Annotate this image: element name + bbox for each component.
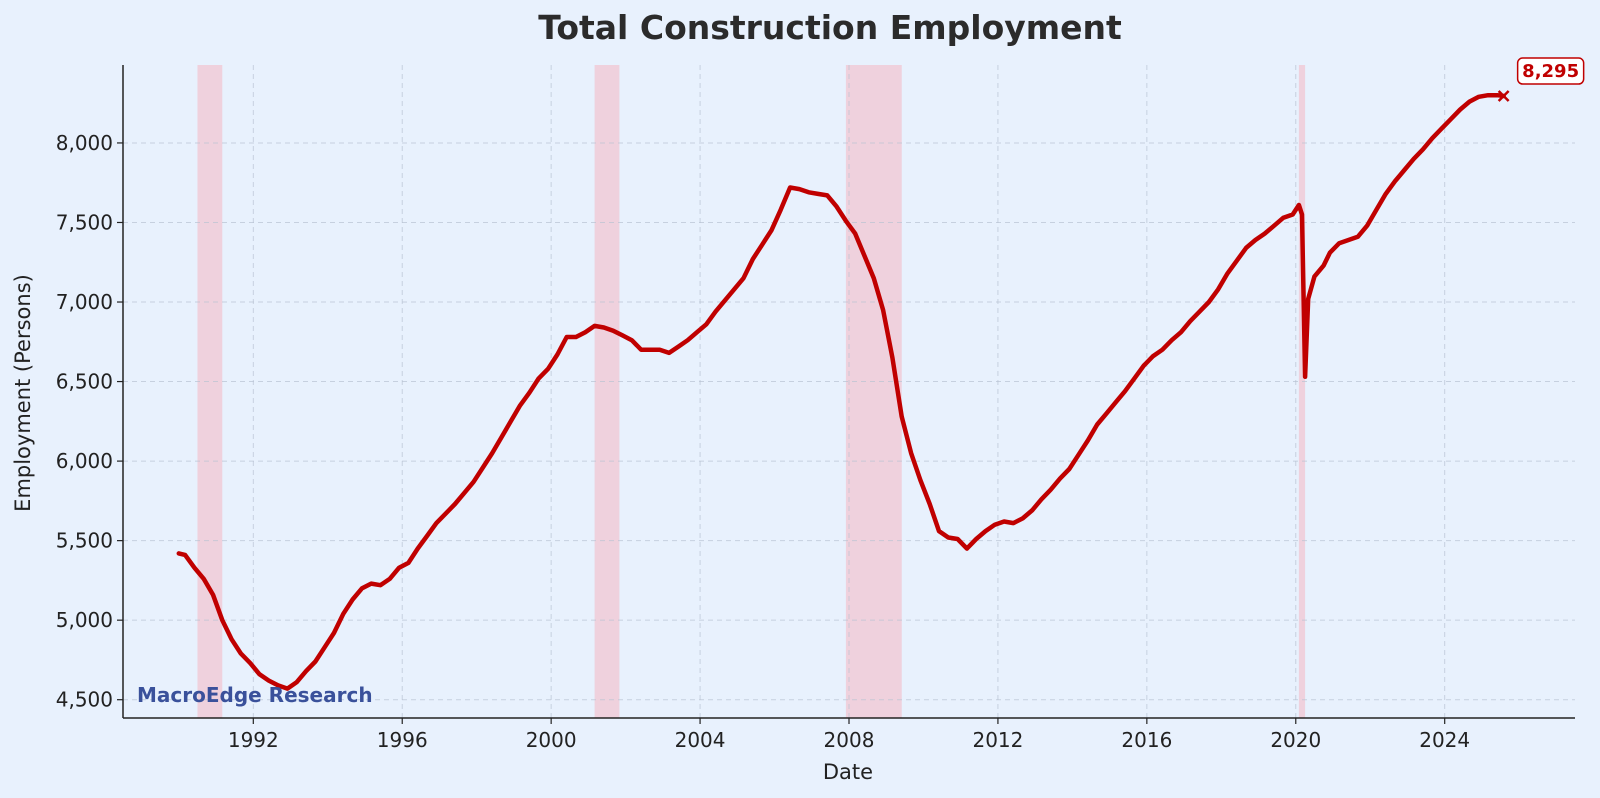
- chart-title: Total Construction Employment: [538, 8, 1122, 47]
- x-tick-label: 2004: [675, 728, 726, 752]
- last-value-marker: 8,295: [1497, 57, 1585, 102]
- x-tick-label: 2000: [526, 728, 577, 752]
- y-axis-ticks: 4,500 5,000 5,500 6,000 6,500 7,000 7,500 8,000: [56, 131, 123, 712]
- y-tick-label: 6,000: [56, 449, 113, 473]
- recession-bands: [197, 65, 1306, 718]
- y-tick-label: 4,500: [56, 688, 113, 712]
- y-tick-label: 6,500: [56, 370, 113, 394]
- x-tick-label: 2016: [1121, 728, 1172, 752]
- x-tick-label: 2020: [1270, 728, 1321, 752]
- last-point-x-mark: [1497, 90, 1510, 102]
- grid: [123, 65, 1575, 718]
- x-tick-label: 2024: [1419, 728, 1470, 752]
- x-tick-label: 1996: [377, 728, 428, 752]
- y-tick-label: 5,000: [56, 608, 113, 632]
- recession-band-3: [845, 65, 902, 718]
- y-tick-label: 8,000: [56, 131, 113, 155]
- x-tick-label: 2008: [824, 728, 875, 752]
- last-value-box: [1516, 57, 1585, 85]
- y-axis-label: Employment (Persons): [11, 274, 35, 512]
- y-tick-label: 5,500: [56, 529, 113, 553]
- y-tick-label: 7,500: [56, 210, 113, 234]
- watermark-text: MacroEdge Research: [137, 683, 373, 707]
- recession-band-2: [594, 65, 620, 718]
- series-line-construction-employment: [176, 92, 1506, 691]
- x-axis-ticks: 1992 1996 2000 2004 2008 2012 2016 2020 2024: [228, 718, 1470, 752]
- recession-band-1: [197, 65, 223, 718]
- last-value-label: 8,295: [1522, 61, 1579, 82]
- x-axis-label: Date: [823, 760, 873, 784]
- y-tick-label: 7,000: [56, 290, 113, 314]
- recession-band-4: [1298, 65, 1306, 718]
- x-tick-label: 1992: [228, 728, 279, 752]
- x-tick-label: 2012: [972, 728, 1023, 752]
